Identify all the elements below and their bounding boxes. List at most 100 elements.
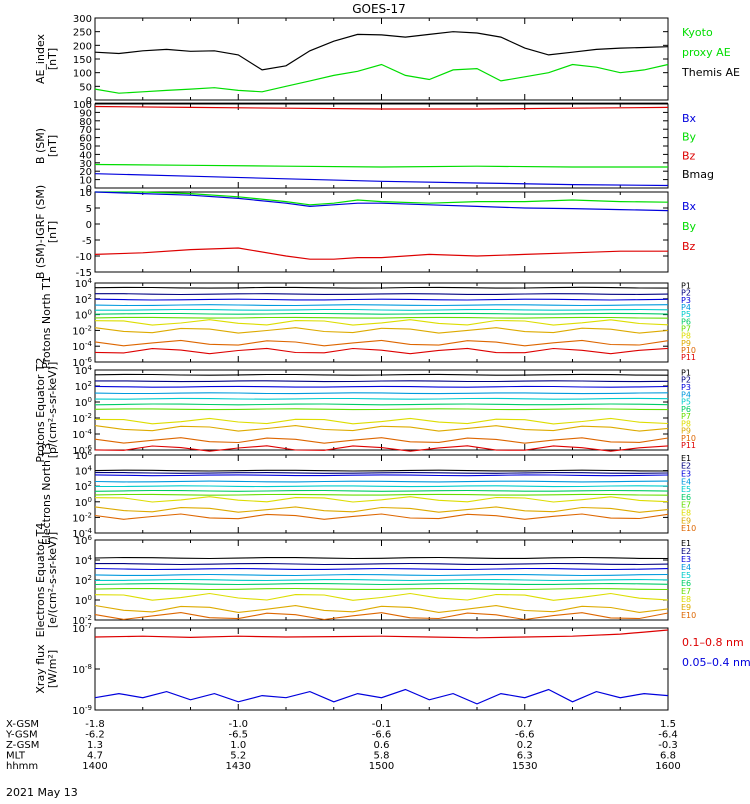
- y-tick-label: 200: [73, 41, 92, 52]
- series-line: [94, 163, 668, 168]
- y-tick-label: 104: [75, 465, 93, 478]
- panel-frame: [94, 191, 669, 273]
- legend-entry: E10: [681, 524, 696, 533]
- y-tick-label: 0: [86, 220, 92, 231]
- y-tick-label: 104: [75, 364, 93, 377]
- y-tick-exponent: 2: [88, 480, 92, 488]
- series-line: [94, 385, 669, 388]
- y-tick-label: 50: [79, 142, 92, 153]
- y-tick-exponent: -6: [85, 444, 93, 452]
- series-line: [94, 339, 669, 347]
- series-line: [95, 380, 669, 383]
- y-tick-label: 150: [73, 55, 92, 66]
- orbit-value: 5.8: [374, 751, 390, 762]
- y-tick-exponent: 4: [88, 364, 93, 372]
- legend-entry: Kyoto: [682, 26, 713, 39]
- series-line: [94, 489, 669, 492]
- y-tick-exponent: 6: [88, 534, 93, 542]
- orbit-value: -6.6: [515, 730, 535, 741]
- series-line: [94, 506, 669, 513]
- y-tick-exponent: -4: [85, 428, 93, 436]
- series-line: [94, 425, 669, 432]
- legend-entry: P11: [681, 353, 696, 362]
- y-tick-label: 0: [86, 184, 92, 195]
- y-axis-label: [W/m²]: [46, 650, 59, 688]
- y-tick-label: 10-4: [72, 428, 92, 441]
- series-line: [95, 308, 669, 311]
- y-axis-label: AE_index: [34, 33, 47, 84]
- series-line: [94, 31, 669, 71]
- y-axis-label: [nT]: [46, 48, 59, 70]
- series-line: [94, 327, 669, 334]
- legend-entry: P1: [681, 368, 691, 377]
- series-line: [94, 474, 669, 477]
- orbit-value: 1.5: [660, 719, 676, 730]
- legend-entry: E4: [681, 477, 691, 486]
- legend-entry: E6: [681, 493, 691, 502]
- legend-entry: By: [682, 220, 697, 233]
- legend-entry: Themis AE: [681, 66, 740, 79]
- orbit-row-label: X-GSM: [6, 719, 39, 730]
- y-tick-exponent: -9: [85, 704, 92, 712]
- y-axis-label: Protons North T1: [40, 276, 53, 369]
- y-tick-label: 100: [75, 396, 92, 409]
- y-tick-label: 104: [75, 277, 93, 290]
- series-line: [94, 63, 669, 94]
- orbit-value: 6.8: [660, 751, 676, 762]
- y-tick-label: 5: [86, 204, 92, 215]
- orbit-value: 6.3: [517, 751, 533, 762]
- y-tick-label: 102: [75, 574, 92, 587]
- legend-entry: P10: [681, 346, 696, 355]
- y-axis-label: [e/(cm²-s-sr-keV)]: [46, 532, 59, 628]
- y-tick-label: 102: [75, 480, 92, 493]
- orbit-value: 0.7: [517, 719, 533, 730]
- y-tick-exponent: 0: [88, 309, 92, 317]
- legend-entry: E3: [681, 555, 691, 564]
- y-tick-exponent: 2: [88, 574, 92, 582]
- legend-entry: P3: [681, 296, 691, 305]
- orbit-value: -1.0: [228, 719, 248, 730]
- series-line: [94, 247, 668, 260]
- legend-entry: Bx: [682, 200, 697, 213]
- y-axis-label: Electrons Equator T4: [34, 523, 47, 638]
- y-tick-exponent: -6: [85, 356, 93, 364]
- series-line: [95, 191, 669, 206]
- legend-entry: P9: [681, 427, 691, 436]
- panel-1: 0 50 100 150 200 250 300 AE_index [nT] Kyoto proxy…: [34, 14, 740, 107]
- series-line: [94, 556, 669, 560]
- orbit-value: 0.2: [517, 740, 533, 751]
- y-tick-label: 100: [75, 496, 92, 509]
- legend-entry: Bz: [682, 149, 696, 162]
- legend-entry: E10: [681, 611, 696, 620]
- series-line: [95, 562, 669, 566]
- y-tick-label: 80: [79, 117, 92, 128]
- series-line: [94, 513, 669, 520]
- series-line: [94, 173, 669, 187]
- y-tick-exponent: 2: [88, 380, 92, 388]
- legend-entry: E6: [681, 579, 691, 588]
- series-line: [95, 485, 669, 488]
- legend-entry: E7: [681, 501, 691, 510]
- y-tick-label: 70: [79, 125, 92, 136]
- legend-entry: Bmag: [682, 168, 714, 181]
- series-line: [94, 592, 669, 601]
- series-line: [94, 319, 669, 326]
- y-tick-exponent: 4: [88, 465, 93, 473]
- orbit-value: 1.0: [230, 740, 246, 751]
- legend-entry: Bz: [682, 240, 696, 253]
- series-line: [94, 417, 669, 425]
- y-tick-label: 250: [73, 28, 92, 39]
- series-line: [94, 587, 669, 591]
- y-tick-label: 90: [79, 108, 92, 119]
- series-line: [94, 105, 669, 110]
- legend-entry: E8: [681, 508, 691, 517]
- orbit-value: 1500: [369, 761, 394, 772]
- legend-entry: P5: [681, 310, 691, 319]
- y-tick-exponent: -7: [85, 622, 92, 630]
- series-line: [94, 298, 669, 301]
- orbit-row-label: hhmm: [6, 761, 38, 772]
